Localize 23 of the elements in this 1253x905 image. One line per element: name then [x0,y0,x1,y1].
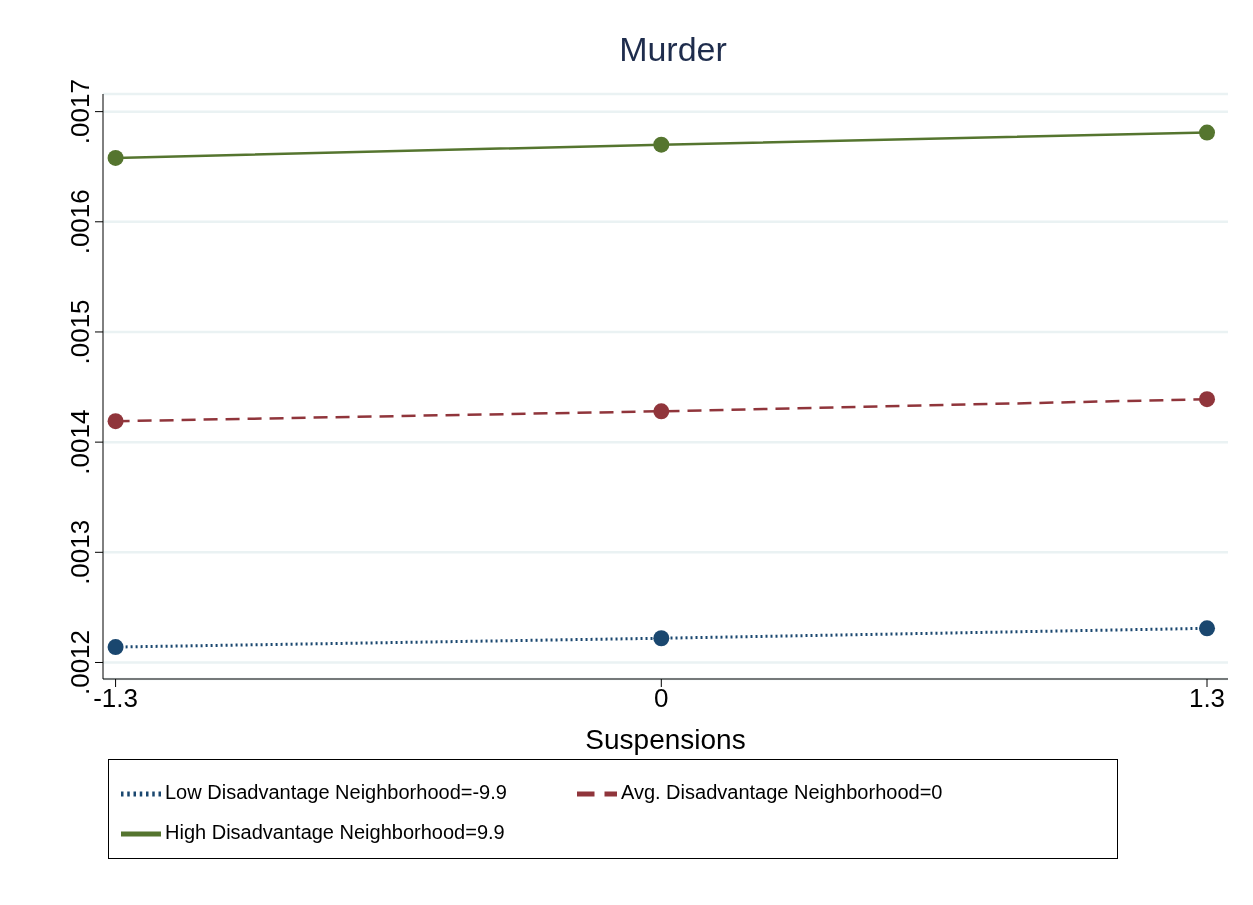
y-tick-label: .0016 [65,189,95,255]
y-tick-label: .0012 [65,629,95,696]
point [1199,124,1216,141]
point [653,136,670,153]
x-tick-label: -1.3 [93,683,138,714]
chart-title: Murder [618,30,728,69]
point [653,403,670,420]
y-tick-label: .0017 [65,79,95,145]
point [653,630,670,647]
y-tick-label: .0013 [65,519,95,585]
point [1199,620,1216,637]
y-tick-label: .0014 [65,409,95,475]
point [1199,391,1216,408]
point [107,413,124,430]
legend-label: Low Disadvantage Neighborhood=-9.9 [165,781,507,804]
legend-label: Avg. Disadvantage Neighborhood=0 [620,781,943,804]
x-tick-label: 1.3 [1188,683,1226,714]
x-tick-label: 0 [654,683,669,714]
legend-label: High Disadvantage Neighborhood=9.9 [165,821,505,844]
x-axis-title: Suspensions [585,724,746,755]
point [107,149,124,166]
point [107,639,124,656]
y-tick-label: .0015 [65,299,95,365]
